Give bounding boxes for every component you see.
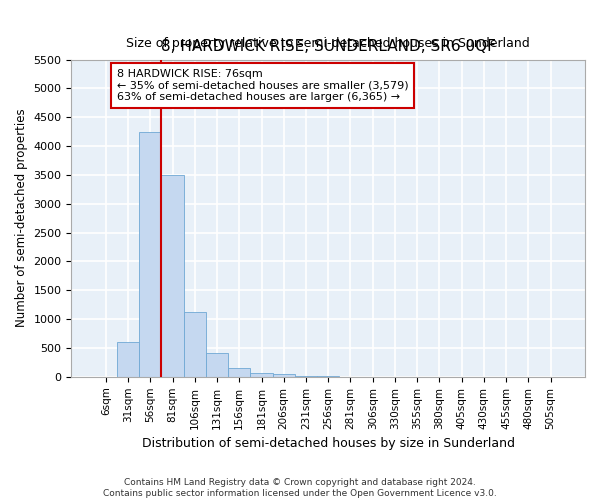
Bar [184,312,206,377]
Bar [139,132,161,377]
Bar [295,376,317,377]
X-axis label: Distribution of semi-detached houses by size in Sunderland: Distribution of semi-detached houses by … [142,437,515,450]
Bar [206,352,228,377]
Text: Size of property relative to semi-detached houses in Sunderland: Size of property relative to semi-detach… [127,37,530,50]
Bar [228,368,250,377]
Y-axis label: Number of semi-detached properties: Number of semi-detached properties [15,109,28,328]
Bar [250,373,272,377]
Bar [161,175,184,377]
Bar [317,376,340,377]
Text: Contains HM Land Registry data © Crown copyright and database right 2024.
Contai: Contains HM Land Registry data © Crown c… [103,478,497,498]
Text: 8 HARDWICK RISE: 76sqm
← 35% of semi-detached houses are smaller (3,579)
63% of : 8 HARDWICK RISE: 76sqm ← 35% of semi-det… [117,69,409,102]
Title: 8, HARDWICK RISE, SUNDERLAND, SR6 0QF: 8, HARDWICK RISE, SUNDERLAND, SR6 0QF [161,39,496,54]
Bar [117,342,139,377]
Bar [272,374,295,377]
